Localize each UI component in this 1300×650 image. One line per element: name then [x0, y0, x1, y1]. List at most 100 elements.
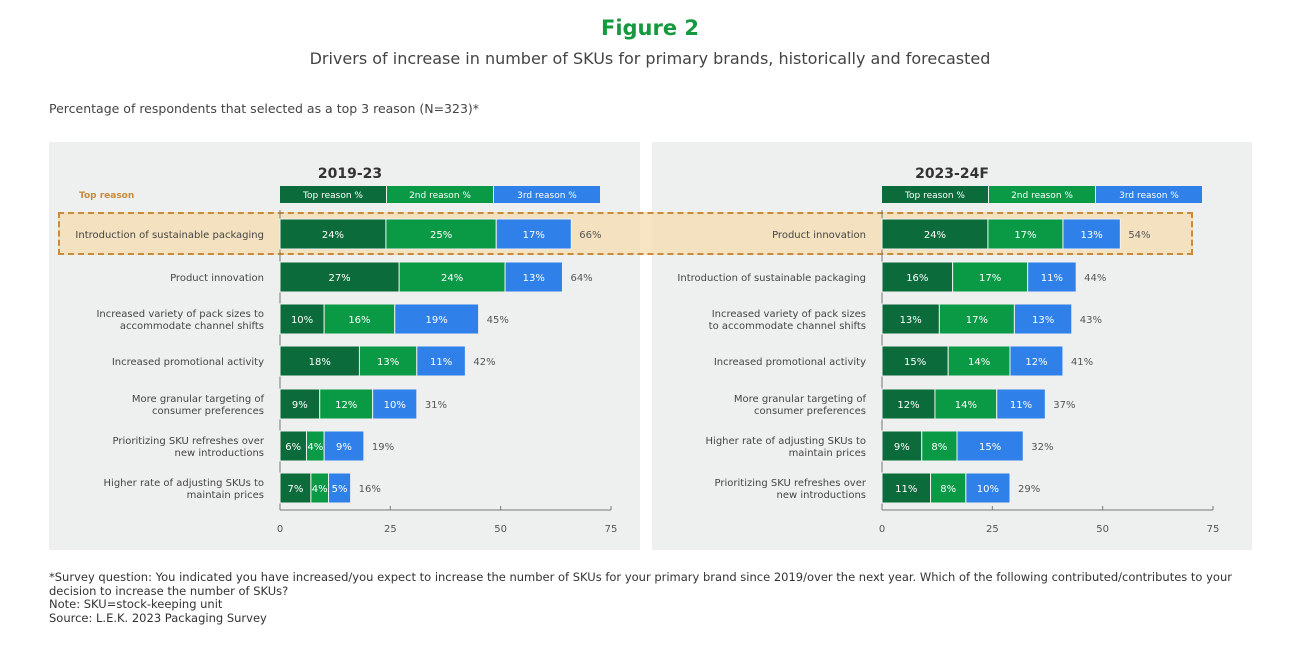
legend-swatch-0 [882, 186, 988, 203]
panel-title: 2019-23 [318, 166, 382, 182]
bar-segment [394, 303, 480, 335]
category-label: Increased promotional activity [714, 357, 866, 368]
category-label: Increased variety of pack sizes [712, 309, 866, 320]
category-label: Prioritizing SKU refreshes over [715, 478, 867, 489]
bar-segment [279, 303, 325, 335]
category-label: Product innovation [772, 230, 866, 241]
category-label: maintain prices [187, 490, 264, 501]
bar-value-label: 19% [426, 315, 448, 326]
bar-total-label: 31% [425, 400, 447, 411]
bar-segment [952, 261, 1029, 293]
legend-label-1: 2nd reason % [409, 191, 471, 201]
bar-value-label: 16% [348, 315, 370, 326]
legend-label-2: 3rd reason % [1119, 191, 1179, 201]
category-label: new introductions [175, 448, 264, 459]
bar-segment [1013, 303, 1073, 335]
bar-value-label: 10% [977, 484, 999, 495]
bar-segment [1027, 261, 1077, 293]
bar-total-label: 66% [579, 230, 601, 241]
legend-swatch-0 [280, 186, 386, 203]
category-label: Introduction of sustainable packaging [677, 273, 866, 284]
bar-segment [881, 430, 923, 462]
category-label: Increased promotional activity [112, 357, 264, 368]
bar-segment [323, 430, 365, 462]
bar-value-label: 9% [894, 442, 910, 453]
footnote-survey: *Survey question: You indicated you have… [49, 570, 1232, 598]
bar-segment [881, 388, 936, 420]
bar-value-label: 17% [966, 315, 988, 326]
bar-segment [938, 303, 1015, 335]
x-tick-label: 0 [277, 524, 283, 535]
bar-value-label: 11% [1041, 273, 1063, 284]
bar-value-label: 12% [897, 400, 919, 411]
bar-segment [416, 345, 466, 377]
bar-total-label: 19% [372, 442, 394, 453]
category-label: Product innovation [170, 273, 264, 284]
bar-segment [495, 218, 572, 250]
bar-total-label: 37% [1053, 400, 1075, 411]
bar-value-label: 10% [384, 400, 406, 411]
x-tick-label: 0 [879, 524, 885, 535]
category-label: consumer preferences [152, 406, 264, 417]
bar-segment [504, 261, 563, 293]
bar-value-label: 11% [430, 357, 452, 368]
x-tick-label: 50 [494, 524, 507, 535]
bar-value-label: 25% [430, 230, 452, 241]
bar-total-label: 41% [1071, 357, 1093, 368]
bar-total-label: 43% [1080, 315, 1102, 326]
bar-value-label: 17% [1014, 230, 1036, 241]
legend-label-0: Top reason % [302, 191, 363, 201]
legend-swatch-1 [387, 186, 493, 203]
bar-segment [328, 472, 352, 504]
bar-value-label: 9% [292, 400, 308, 411]
category-label: accommodate channel shifts [120, 321, 264, 332]
bar-value-label: 24% [441, 273, 463, 284]
bar-value-label: 17% [523, 230, 545, 241]
bar-segment [398, 261, 506, 293]
bar-segment [996, 388, 1046, 420]
bar-segment [385, 218, 497, 250]
bar-value-label: 13% [377, 357, 399, 368]
bar-segment [1062, 218, 1121, 250]
bar-segment [881, 303, 940, 335]
footnote-note: Note: SKU=stock-keeping unit [49, 597, 223, 611]
bar-value-label: 15% [904, 357, 926, 368]
bar-value-label: 4% [307, 442, 323, 453]
bar-total-label: 16% [359, 484, 381, 495]
bar-value-label: 11% [1010, 400, 1032, 411]
bar-value-label: 17% [979, 273, 1001, 284]
bar-value-label: 13% [900, 315, 922, 326]
category-label: Prioritizing SKU refreshes over [113, 436, 265, 447]
chart-description: Percentage of respondents that selected … [49, 101, 480, 116]
x-tick-label: 75 [605, 524, 618, 535]
bar-segment [372, 388, 418, 420]
bar-total-label: 29% [1018, 484, 1040, 495]
bar-value-label: 11% [895, 484, 917, 495]
bar-value-label: 14% [968, 357, 990, 368]
category-label: new introductions [777, 490, 866, 501]
footnotes: *Survey question: You indicated you have… [49, 570, 1249, 625]
bar-value-label: 7% [288, 484, 304, 495]
bar-segment [930, 472, 967, 504]
category-label: maintain prices [789, 448, 866, 459]
legend-label-0: Top reason % [904, 191, 965, 201]
legend-label-1: 2nd reason % [1011, 191, 1073, 201]
bar-value-label: 9% [336, 442, 352, 453]
panel-title: 2023-24F [915, 166, 989, 182]
category-label: consumer preferences [754, 406, 866, 417]
bar-segment [921, 430, 958, 462]
bar-value-label: 13% [1032, 315, 1054, 326]
bar-segment [279, 261, 400, 293]
bar-total-label: 45% [487, 315, 509, 326]
bar-segment [965, 472, 1011, 504]
bar-value-label: 8% [940, 484, 956, 495]
category-label: More granular targeting of [734, 394, 867, 405]
bar-value-label: 12% [1025, 357, 1047, 368]
bar-segment [279, 388, 321, 420]
legend-swatch-2 [494, 186, 600, 203]
highlight-label: Top reason [79, 191, 134, 201]
bar-total-label: 64% [570, 273, 592, 284]
bar-segment [947, 345, 1011, 377]
bar-value-label: 4% [312, 484, 328, 495]
bar-total-label: 54% [1128, 230, 1150, 241]
